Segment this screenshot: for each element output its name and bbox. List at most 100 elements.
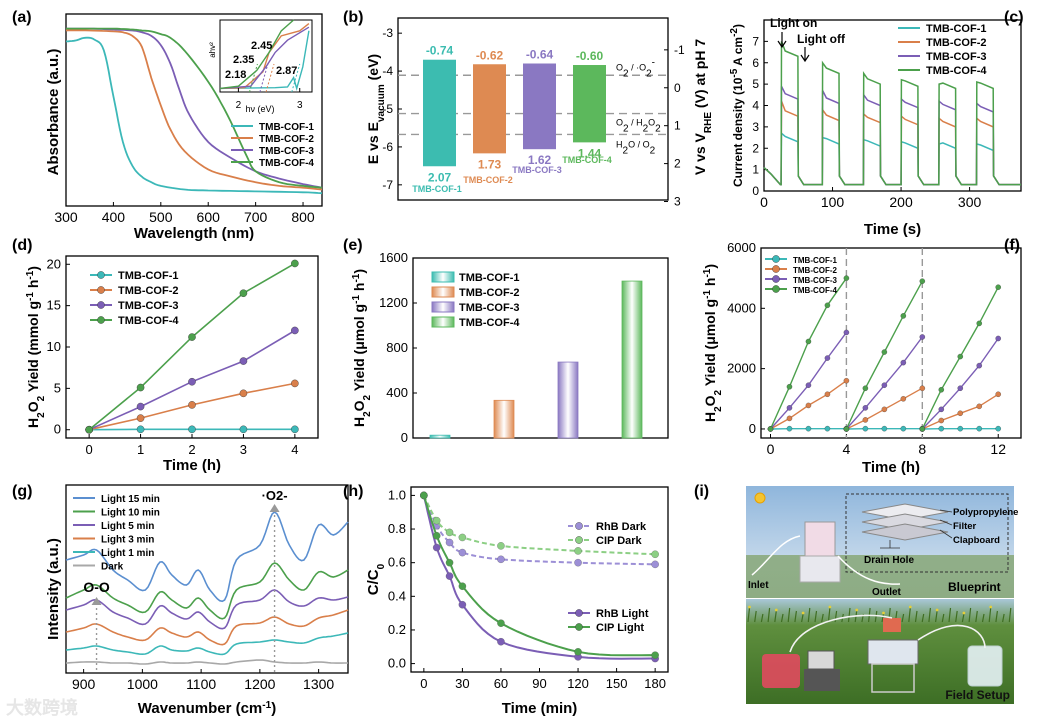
axis-title-part: (V) at pH 7	[692, 39, 708, 112]
reed-stem	[921, 613, 925, 623]
data-point	[458, 533, 467, 542]
inset-annotation: 2.18	[225, 69, 246, 81]
y-tick-label: 1600	[379, 250, 408, 265]
panel-g: (g) 900 1000 1100 1200 1300 O-O ·O2- Light 15 mi…	[12, 483, 349, 717]
data-point	[497, 555, 505, 564]
axis-title-part: O	[25, 401, 41, 412]
y-tick-label: 1.0	[388, 487, 406, 502]
axis-title-part: h	[702, 278, 718, 290]
x-tick-label: 30	[455, 676, 469, 691]
plot-frame	[65, 255, 319, 439]
legend-marker	[772, 265, 780, 273]
data-point	[824, 302, 831, 309]
data-point	[843, 377, 850, 384]
data-point	[786, 425, 793, 432]
data-point	[188, 401, 196, 409]
axis-title-part: 2	[643, 123, 649, 134]
panel-i: (i) Polypropylene Filter Clapboard Drain Hol…	[694, 483, 1018, 704]
y-tick-label: 2	[752, 141, 759, 155]
pump-body-icon	[804, 669, 840, 691]
x-tick-label: 1300	[303, 676, 334, 692]
legend-label: TMB-COF-4	[459, 317, 520, 329]
lab-jack-icon	[871, 663, 915, 693]
axis-title-part: 2	[36, 412, 47, 418]
axis-title-part: H	[702, 412, 718, 422]
legend-marker	[772, 275, 780, 283]
x-tick-label: 700	[244, 209, 268, 225]
data-point	[976, 425, 982, 432]
annotation-superoxide: ·O2-	[262, 488, 288, 503]
outlet-label: Outlet	[872, 587, 902, 598]
data-point	[957, 353, 964, 360]
axis-title-part: Yield (μmol g	[351, 304, 367, 395]
x-tick-label: 4	[843, 441, 851, 457]
x-axis-title: Time (h)	[862, 459, 920, 476]
data-point	[900, 313, 907, 319]
inset-annotation: 2.35	[233, 54, 254, 66]
vb-label: 2.07	[428, 170, 452, 184]
axis-title-part: 2	[36, 395, 47, 401]
data-point	[900, 359, 907, 366]
annotation-light-on: Light on	[770, 16, 817, 30]
category-label: TMB-COF-2	[463, 175, 513, 185]
data-point	[458, 600, 467, 609]
series-line-TMB-COF-2	[763, 100, 1021, 186]
x-tick-label: 1	[137, 442, 144, 457]
axis-title-part: -1	[702, 268, 713, 277]
bar-TMB-COF-1	[429, 434, 451, 439]
y2-tick-label: -1	[674, 43, 685, 57]
axis-title-part: V vs V	[692, 132, 708, 175]
axis-title-part: 2	[650, 145, 656, 156]
bar-TMB-COF-4	[621, 280, 643, 439]
y-axis-title-left: E vs Evacuum (eV)	[365, 54, 387, 164]
legend-marker	[97, 301, 105, 309]
x-tick-label: 150	[606, 676, 628, 691]
leader-line	[939, 529, 953, 539]
reed-stem	[807, 607, 811, 623]
legend-label: TMB-COF-3	[118, 300, 179, 312]
legend-label: TMB-COF-3	[793, 276, 838, 285]
axis-title-part: -2	[729, 28, 740, 37]
category-label: TMB-COF-3	[512, 165, 562, 175]
data-point	[767, 426, 774, 432]
legend-label: CIP Light	[596, 622, 644, 634]
axis-title-part: A cm	[731, 37, 745, 69]
leader-line	[880, 540, 900, 549]
series-line-TMB-COF-4	[66, 27, 323, 189]
data-point	[919, 334, 926, 340]
x-tick-label: 120	[567, 676, 589, 691]
axis-title-part: O	[702, 395, 718, 406]
series-line-TMB-COF-2	[65, 29, 323, 191]
axis-title-part: 2	[623, 68, 629, 79]
x-tick-label: 12	[990, 441, 1006, 457]
data-point	[239, 357, 248, 365]
axis-title-part: 2	[713, 406, 724, 412]
legend-label: TMB-COF-1	[459, 272, 520, 284]
axis-title-part: H	[351, 417, 367, 427]
y-tick-label: 5	[54, 380, 61, 395]
reference-label: O2 / H2O2	[616, 118, 661, 135]
legend-label: TMB-COF-3	[259, 146, 314, 157]
legend-marker	[97, 316, 105, 324]
reed-stem	[968, 607, 972, 623]
inset-tangent	[291, 63, 301, 93]
inset-y-title: ahv²	[208, 42, 217, 58]
data-point	[862, 425, 869, 432]
band-bar-TMB-COF-1	[423, 59, 456, 167]
data-point	[497, 637, 505, 646]
annotation-light-off: Light off	[797, 32, 846, 46]
flower-dot	[935, 608, 939, 612]
x-tick-label: 1100	[186, 676, 216, 692]
panel-label: (f)	[1004, 237, 1020, 254]
panel-c: (c) 0 1 2 3 4 5 6 7 0 100 200 300 TMB-COF-1 TMB-COF-2 T…	[729, 9, 1024, 238]
x-tick-label: 1200	[244, 676, 275, 692]
vb-label: 1.73	[478, 157, 502, 171]
flower-dot	[748, 605, 751, 609]
flower-dot	[908, 605, 912, 609]
data-point	[458, 582, 467, 590]
legend-label: TMB-COF-2	[926, 37, 987, 49]
bar-TMB-COF-2	[493, 399, 515, 439]
panel-label: (d)	[12, 237, 32, 254]
legend-label: TMB-COF-1	[926, 23, 987, 35]
